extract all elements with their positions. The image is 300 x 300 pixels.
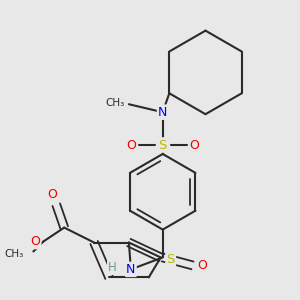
Text: O: O (30, 235, 40, 248)
Text: CH₃: CH₃ (4, 250, 23, 260)
Text: N: N (158, 106, 167, 119)
Text: N: N (126, 263, 136, 276)
Text: O: O (47, 188, 57, 201)
Text: O: O (198, 259, 207, 272)
Text: O: O (190, 139, 200, 152)
Text: S: S (167, 253, 175, 266)
Text: S: S (158, 139, 167, 152)
Text: CH₃: CH₃ (106, 98, 125, 108)
Text: O: O (126, 139, 136, 152)
Text: H: H (108, 261, 117, 274)
